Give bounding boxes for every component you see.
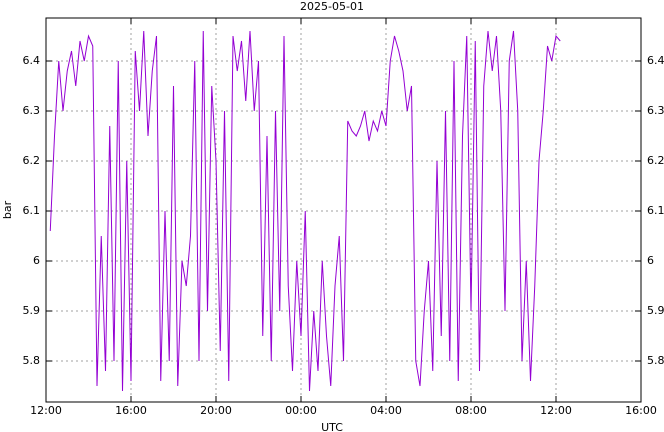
- y2-tick-label: 5.8: [647, 354, 664, 367]
- x-tick-label: 16:00: [625, 404, 657, 417]
- x-tick-label: 16:00: [115, 404, 147, 417]
- y2-tick-label: 6.2: [647, 154, 664, 167]
- x-tick-label: 12:00: [540, 404, 572, 417]
- y2-tick-label: 6.1: [647, 204, 664, 217]
- data-line: [49, 30, 561, 392]
- y2-tick-label: 6.3: [647, 104, 664, 117]
- y2-tick-label: 6.4: [647, 54, 664, 67]
- y-axis-label: bar: [1, 200, 14, 219]
- y-tick-label: 6.4: [23, 54, 41, 67]
- y2-tick-label: 5.9: [647, 304, 664, 317]
- y-tick-label: 6.1: [23, 204, 41, 217]
- x-tick-label: 12:00: [30, 404, 62, 417]
- x-tick-label: 00:00: [285, 404, 317, 417]
- x-tick-label: 08:00: [455, 404, 487, 417]
- x-tick-label: 04:00: [370, 404, 402, 417]
- x-axis-label: UTC: [321, 421, 343, 432]
- y-tick-label: 6.2: [23, 154, 41, 167]
- y2-tick-label: 6: [647, 254, 654, 267]
- chart-title: 2025-05-01: [300, 0, 364, 13]
- y-tick-label: 6.3: [23, 104, 41, 117]
- y-tick-label: 5.9: [23, 304, 41, 317]
- y-tick-label: 5.8: [23, 354, 41, 367]
- plot-border: [45, 17, 642, 403]
- y-tick-label: 6: [33, 254, 40, 267]
- x-tick-label: 20:00: [200, 404, 232, 417]
